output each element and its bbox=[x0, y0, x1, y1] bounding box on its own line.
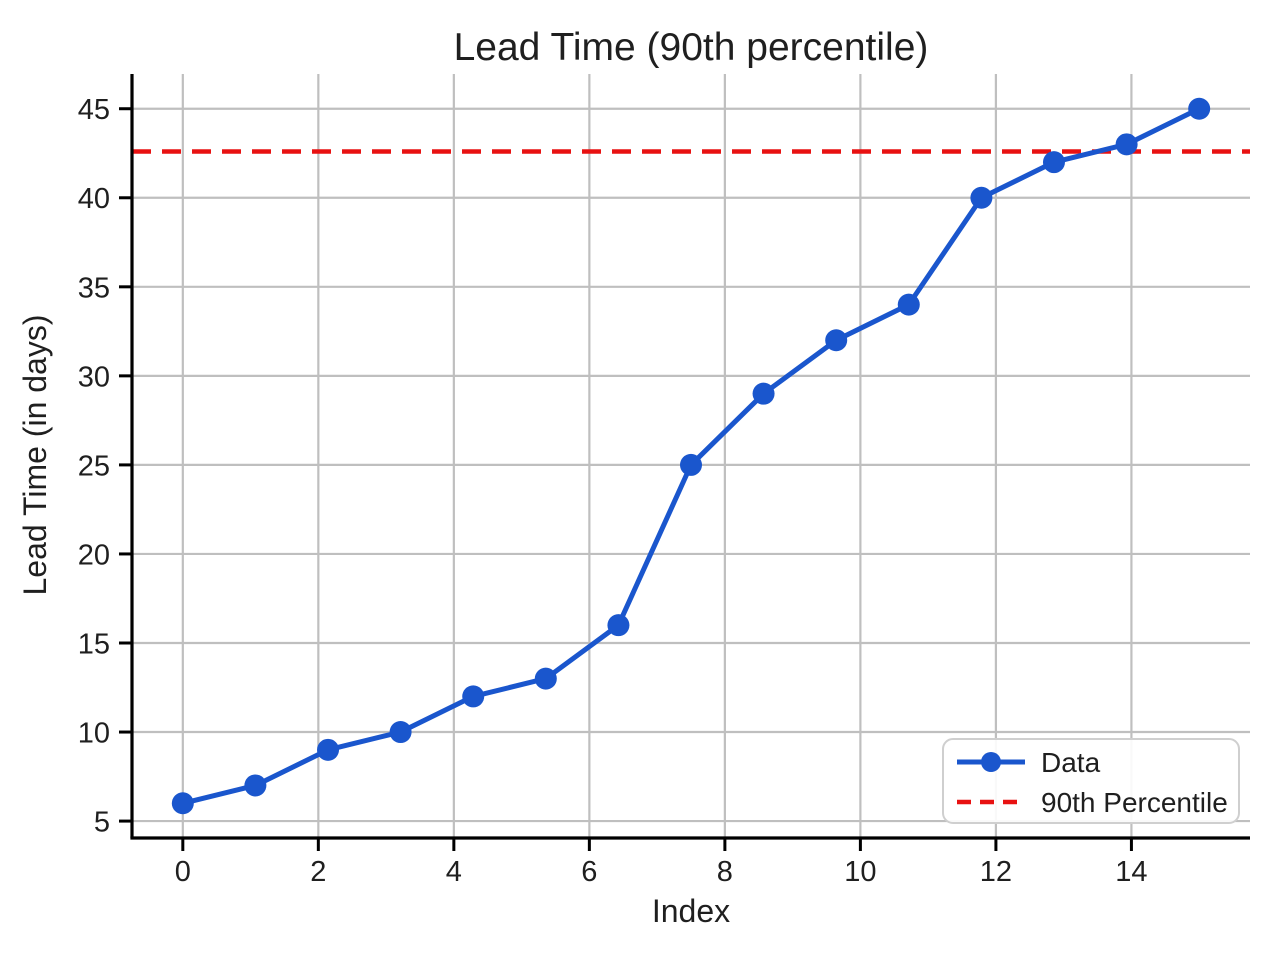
y-axis-label: Lead Time (in days) bbox=[17, 314, 53, 595]
y-tick-label: 45 bbox=[78, 94, 110, 126]
y-tick-label: 35 bbox=[78, 272, 110, 304]
x-tick-label: 8 bbox=[717, 856, 733, 888]
y-tick-label: 20 bbox=[78, 539, 110, 571]
x-tick-label: 0 bbox=[175, 856, 191, 888]
data-point bbox=[1115, 133, 1138, 156]
data-point bbox=[389, 721, 412, 744]
y-tick-label: 25 bbox=[78, 450, 110, 482]
x-tick-label: 4 bbox=[446, 856, 462, 888]
legend-data-sample-marker bbox=[981, 752, 1001, 772]
plot-layer bbox=[132, 97, 1250, 815]
legend-label-data: Data bbox=[1041, 747, 1101, 778]
data-point bbox=[680, 453, 702, 476]
data-point bbox=[1042, 151, 1065, 174]
data-point bbox=[534, 667, 557, 690]
y-tick-label: 40 bbox=[78, 183, 110, 215]
x-axis-label: Index bbox=[652, 893, 730, 929]
chart-title: Lead Time (90th percentile) bbox=[454, 26, 929, 69]
y-tick-label: 5 bbox=[94, 807, 110, 839]
data-point bbox=[752, 382, 775, 405]
x-tick-label: 12 bbox=[980, 856, 1012, 888]
data-point bbox=[462, 685, 485, 708]
x-tick-label: 10 bbox=[844, 856, 876, 888]
data-point bbox=[897, 293, 920, 316]
x-tick-label: 14 bbox=[1115, 856, 1147, 888]
data-point bbox=[970, 186, 993, 209]
data-point bbox=[1188, 97, 1211, 120]
data-point bbox=[317, 738, 340, 761]
x-tick-label: 2 bbox=[310, 856, 326, 888]
y-tick-label: 30 bbox=[78, 361, 110, 393]
y-tick-label: 15 bbox=[78, 628, 110, 660]
legend: Data 90th Percentile bbox=[942, 738, 1240, 824]
data-point bbox=[607, 614, 630, 637]
data-point bbox=[825, 329, 848, 352]
data-point bbox=[244, 774, 267, 797]
axes-layer: 0 2 4 6 8 10 12 14 5 10 15 20 25 30 35 40 45 bbox=[78, 74, 1250, 888]
x-tick-label: 6 bbox=[581, 856, 597, 888]
legend-label-percentile: 90th Percentile bbox=[1041, 787, 1228, 818]
data-point bbox=[171, 792, 194, 815]
y-tick-label: 10 bbox=[78, 717, 110, 749]
